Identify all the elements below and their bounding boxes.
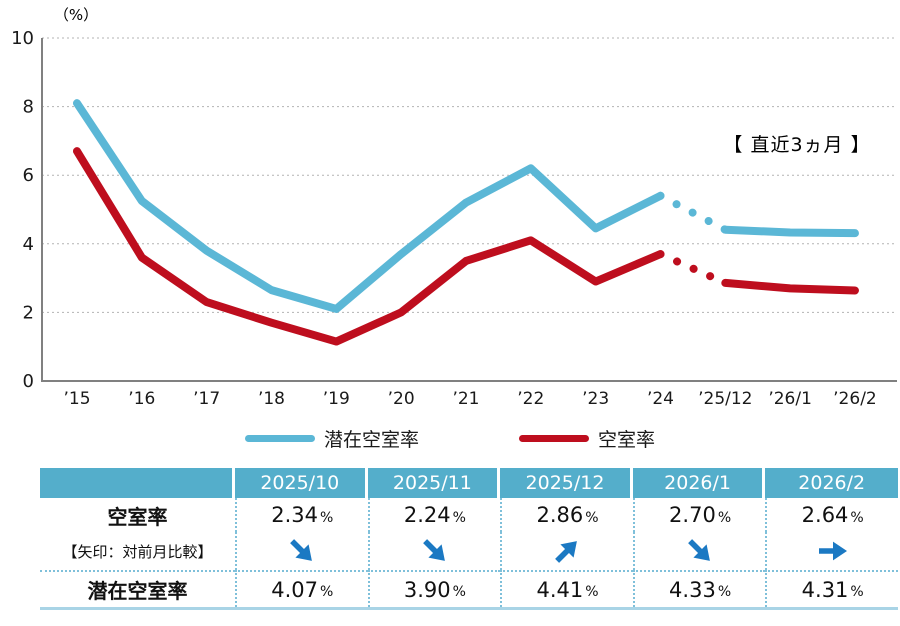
value-number: 4.31 (801, 577, 849, 602)
value-cell: 4.33% (632, 570, 766, 607)
x-axis-tick-label: ’18 (258, 389, 285, 409)
value-number: 2.70 (669, 503, 716, 527)
x-axis-tick-label: ’23 (582, 389, 609, 409)
value-number: 2.86 (536, 503, 584, 527)
percent-sign: % (585, 509, 599, 526)
percent-sign: % (717, 584, 732, 600)
y-axis-tick-label: 2 (23, 302, 34, 323)
chart-legend: 潜在空室率 空室率 (0, 424, 900, 452)
trend-arrow-icon-down-right (677, 528, 722, 573)
x-axis-tick-label: ’16 (128, 389, 155, 409)
vacancy-rate-line-recent (721, 278, 859, 295)
trend-arrow-icon-down-right (412, 528, 457, 573)
value-cell: 2.86% (500, 498, 633, 532)
x-axis-tick-label: ’26/1 (768, 389, 812, 409)
trend-arrow-cell (367, 532, 501, 570)
x-axis-tick-label: ’15 (63, 389, 90, 409)
value-number: 2.34 (271, 503, 319, 527)
x-axis-tick-label: ’17 (193, 389, 220, 409)
table-header-month-2025/12: 2025/12 (500, 468, 633, 498)
percent-sign: % (320, 509, 334, 526)
potential-vacancy-rate-line-dotted-gap (656, 191, 730, 234)
chart-canvas: 0 2 4 6 8 10 （%） ’15 ’16 ’17 ’18 ’19 ’20 ’21 ’22 ’23 ’24… (11, 6, 897, 409)
recent-3-months-annotation: 【 直近3ヵ月 】 (723, 134, 871, 156)
table-header-month-2026/2: 2026/2 (765, 468, 898, 498)
trend-arrow-cell (235, 532, 368, 570)
value-cell: 2.64% (765, 498, 898, 532)
legend-label-potential-vacancy-rate: 潜在空室率 (323, 428, 419, 451)
x-axis-tick-label: ’20 (388, 389, 415, 409)
row-label-arrow-note: 【矢印：対前月比較】 (62, 542, 213, 561)
legend-item-vacancy-rate: 空室率 (519, 425, 655, 452)
x-axis-tick-label: ’22 (517, 389, 544, 409)
percent-sign: % (320, 584, 334, 600)
value-cell: 2.34% (235, 498, 368, 532)
trend-arrow-icon-down-right (280, 528, 325, 573)
y-axis-tick-label: 6 (23, 165, 34, 186)
value-cell: 4.41% (500, 570, 633, 607)
value-cell: 4.31% (765, 570, 898, 607)
vacancy-rate-line-actual (73, 147, 665, 346)
table-header-month-2025/11: 2025/11 (367, 468, 501, 498)
y-axis-tick-label: 0 (23, 371, 34, 392)
y-axis-tick-label: 8 (23, 97, 34, 118)
table-header-month-2025/10: 2025/10 (235, 468, 368, 498)
trend-arrow-cell (765, 532, 898, 570)
x-axis-tick-label: ’24 (647, 389, 674, 409)
percent-sign: % (452, 509, 466, 526)
x-axis-tick-label: ’21 (452, 389, 479, 409)
value-cell: 2.70% (632, 498, 766, 532)
vacancy-rate-line-dotted-gap (656, 250, 730, 287)
percent-sign: % (850, 509, 864, 526)
value-cell: 2.24% (367, 498, 501, 532)
monthly-vacancy-table: 2025/10 2025/11 2025/12 2026/1 2026/2 空室率 2.34… (40, 468, 898, 610)
potential-vacancy-line-swatch (244, 434, 315, 442)
potential-vacancy-rate-line-actual (73, 99, 665, 313)
potential-vacancy-rate-line-recent (721, 225, 859, 238)
value-number: 2.24 (403, 503, 451, 527)
percent-sign: % (850, 584, 864, 600)
table-corner-cell (40, 468, 235, 498)
table-header-month-2026/1: 2026/1 (632, 468, 766, 498)
row-label-vacancy-rate: 空室率 (107, 504, 168, 529)
percent-sign: % (452, 584, 466, 600)
percent-sign: % (717, 509, 732, 526)
trend-arrow-icon-up-right (545, 528, 590, 573)
y-axis-tick-label: 10 (11, 28, 34, 49)
value-number: 2.64 (801, 503, 849, 527)
legend-label-vacancy-rate: 空室率 (598, 428, 656, 451)
value-number: 4.33 (669, 577, 716, 602)
percent-sign: % (585, 584, 599, 600)
y-axis-unit-label: （%） (54, 6, 98, 24)
trend-arrow-cell (632, 532, 766, 570)
row-label-potential-vacancy-rate: 潜在空室率 (40, 570, 235, 607)
trend-arrow-icon-right (815, 537, 851, 565)
vacancy-line-swatch (519, 434, 589, 442)
x-axis-tick-label: ’19 (323, 389, 350, 409)
value-number: 3.90 (403, 577, 451, 602)
legend-item-potential-vacancy-rate: 潜在空室率 (244, 425, 419, 452)
value-cell: 4.07% (235, 570, 368, 607)
y-axis-tick-label: 4 (23, 234, 34, 255)
value-cell: 3.90% (367, 570, 501, 607)
trend-arrow-cell (500, 532, 633, 570)
value-number: 4.41 (536, 577, 584, 602)
value-number: 4.07 (271, 577, 319, 602)
x-axis-tick-label: ’25/12 (698, 389, 752, 409)
x-axis-tick-label: ’26/2 (833, 389, 877, 409)
vacancy-line-chart: 0 2 4 6 8 10 （%） ’15 ’16 ’17 ’18 ’19 ’20 ’21 ’22 ’23 ’24… (11, 6, 897, 409)
